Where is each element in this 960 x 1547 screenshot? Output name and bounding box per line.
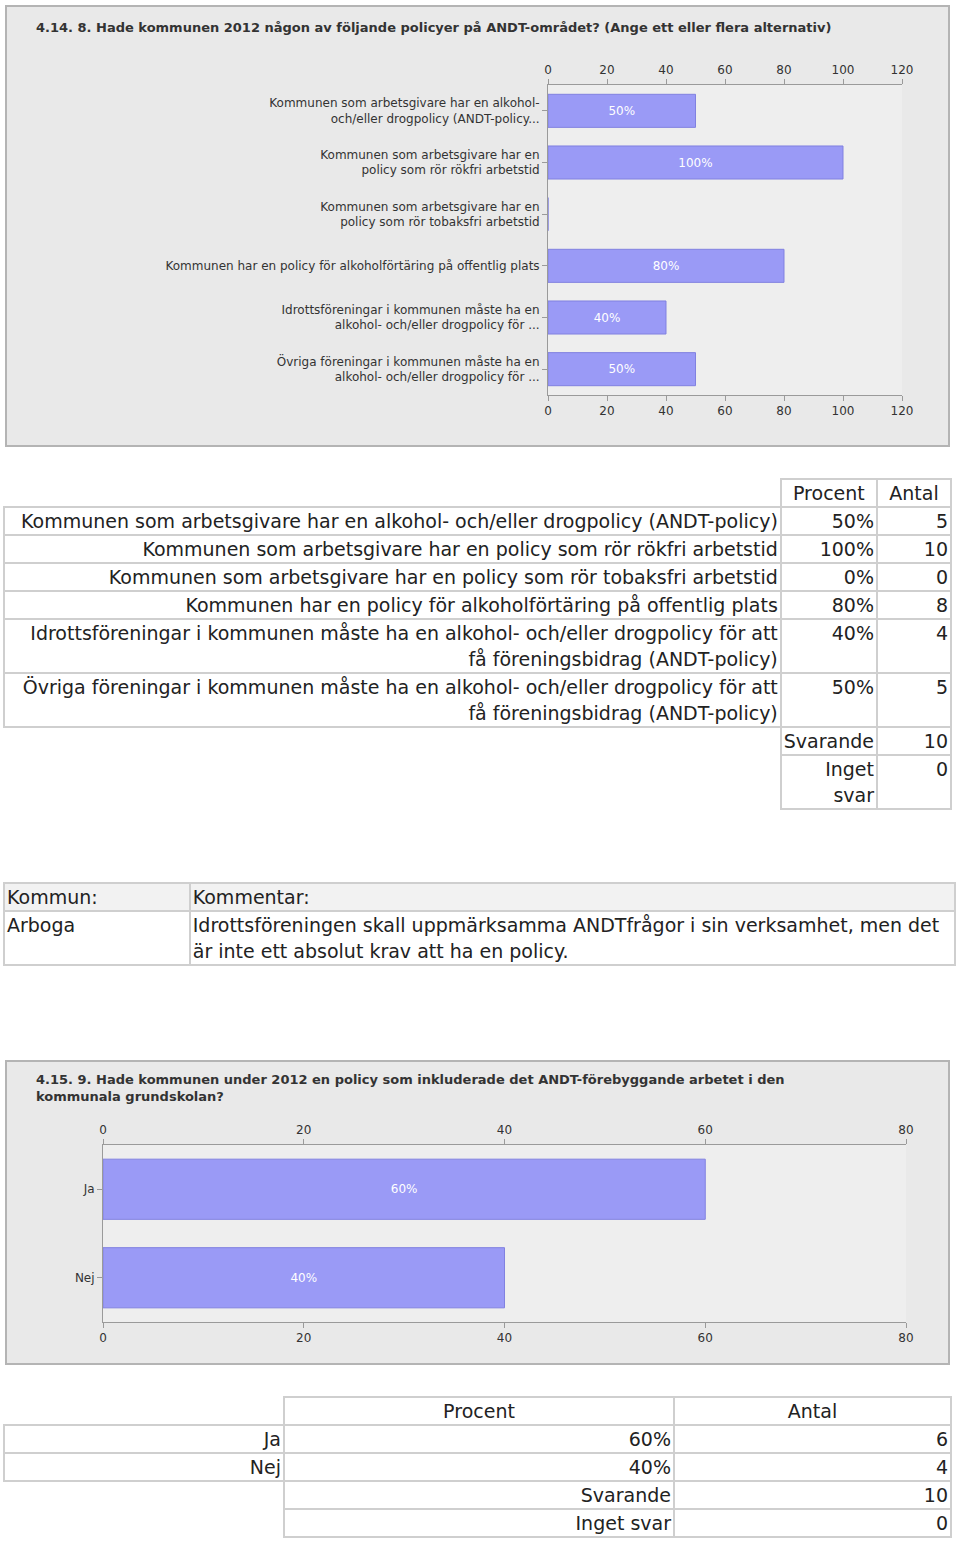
html-text:Inget svar: Inget svar: [825, 758, 874, 806]
svg-text:Ja: Ja: [83, 1182, 95, 1196]
html-text:Svarande: Svarande: [580, 1484, 671, 1506]
svg-text:60: 60: [717, 404, 732, 418]
svg-text:60: 60: [698, 1123, 713, 1137]
html-text:50%: 50%: [831, 676, 874, 698]
html-text:Övriga föreningar i kommunen m: Övriga föreningar i kommunen måste ha en…: [22, 676, 778, 724]
svg-text:50%: 50%: [608, 362, 635, 376]
html-text:50%: 50%: [831, 510, 874, 532]
svg-text:100: 100: [832, 63, 855, 77]
svg-text:80: 80: [776, 404, 791, 418]
svg-text:40: 40: [497, 1331, 512, 1345]
html-text:Arboga: Arboga: [7, 914, 76, 936]
html-text:80%: 80%: [831, 594, 874, 616]
html-text:8: 8: [935, 594, 948, 616]
svg-text:Kommunen har en policy för alk: Kommunen har en policy för alkoholförtär…: [165, 259, 539, 273]
html-text:100%: 100%: [819, 538, 874, 560]
html-text:Kommunen som arbetsgivare har: Kommunen som arbetsgivare har en alkohol…: [21, 510, 778, 532]
svg-text:40%: 40%: [290, 1271, 317, 1285]
svg-text:Kommunen som arbetsgivare har: Kommunen som arbetsgivare har enpolicy s…: [320, 200, 539, 230]
html-text:40%: 40%: [831, 622, 874, 644]
html-text:4: 4: [935, 1456, 948, 1478]
html-text:40%: 40%: [628, 1456, 671, 1478]
svg-text:40: 40: [497, 1123, 512, 1137]
html-text:6: 6: [935, 1428, 948, 1450]
svg-text:20: 20: [599, 404, 614, 418]
html-text:Idrottsföreningar i kommunen m: Idrottsföreningar i kommunen måste ha en…: [30, 622, 778, 670]
svg-text:Kommunen som arbetsgivare har: Kommunen som arbetsgivare har en alkohol…: [269, 96, 539, 126]
html-text:60%: 60%: [628, 1428, 671, 1450]
svg-text:120: 120: [891, 404, 914, 418]
html-text:10: 10: [923, 1484, 948, 1506]
svg-text:60: 60: [717, 63, 732, 77]
html-text:4.15. 9. Hade kommunen under 2: 4.15. 9. Hade kommunen under 2012 en pol…: [36, 1072, 785, 1104]
html-text:4.14. 8. Hade kommunen 2012 nå: 4.14. 8. Hade kommunen 2012 någon av föl…: [36, 20, 832, 35]
html-text:Kommentar:: Kommentar:: [192, 886, 310, 908]
html-text:Procent: Procent: [793, 482, 865, 504]
html-text:Procent: Procent: [443, 1400, 515, 1422]
html-text:4: 4: [935, 622, 948, 644]
svg-text:20: 20: [599, 63, 614, 77]
svg-text:120: 120: [891, 63, 914, 77]
html-text:Inget svar: Inget svar: [575, 1512, 671, 1534]
svg-text:Idrottsföreningar i kommunen m: Idrottsföreningar i kommunen måste ha en…: [282, 303, 540, 333]
html-text:Kommunen som arbetsgivare har: Kommunen som arbetsgivare har en policy …: [142, 538, 778, 560]
html-text:Svarande: Svarande: [783, 730, 874, 752]
html-text:Antal: Antal: [787, 1400, 838, 1422]
svg-text:Övriga föreningar i kommunen m: Övriga föreningar i kommunen måste ha en…: [277, 353, 540, 385]
svg-text:80%: 80%: [653, 259, 680, 273]
svg-text:0: 0: [99, 1331, 107, 1345]
svg-text:80: 80: [898, 1331, 913, 1345]
svg-text:100%: 100%: [678, 156, 712, 170]
svg-text:80: 80: [898, 1123, 913, 1137]
html-text:Antal: Antal: [889, 482, 939, 504]
svg-text:40: 40: [658, 404, 673, 418]
html-text:10: 10: [923, 730, 948, 752]
svg-text:80: 80: [776, 63, 791, 77]
svg-text:60: 60: [698, 1331, 713, 1345]
svg-text:100: 100: [832, 404, 855, 418]
svg-text:40%: 40%: [594, 311, 621, 325]
html-text:0: 0: [935, 1512, 948, 1534]
svg-text:Kommunen som arbetsgivare har: Kommunen som arbetsgivare har enpolicy s…: [320, 148, 539, 178]
svg-text:40: 40: [658, 63, 673, 77]
html-text:Ja: Ja: [263, 1428, 281, 1450]
html-text:Nej: Nej: [249, 1456, 281, 1478]
svg-text:0: 0: [544, 63, 552, 77]
html-text:0: 0: [935, 758, 948, 780]
html-text:10: 10: [923, 538, 948, 560]
svg-text:20: 20: [296, 1123, 311, 1137]
svg-text:0: 0: [544, 404, 552, 418]
html-text:Idrottsföreningen skall uppmär: Idrottsföreningen skall uppmärksamma AND…: [192, 914, 940, 962]
svg-text:20: 20: [296, 1331, 311, 1345]
svg-text:Nej: Nej: [75, 1271, 95, 1285]
html-text:0%: 0%: [843, 566, 874, 588]
html-text:5: 5: [935, 510, 948, 532]
svg-text:50%: 50%: [608, 104, 635, 118]
svg-text:60%: 60%: [391, 1182, 418, 1196]
html-text:Kommunen har en policy för alk: Kommunen har en policy för alkoholförtär…: [185, 594, 778, 616]
svg-text:0: 0: [99, 1123, 107, 1137]
html-text:0: 0: [935, 566, 948, 588]
html-text:5: 5: [935, 676, 948, 698]
html-text:Kommun:: Kommun:: [7, 886, 98, 908]
html-text:Kommunen som arbetsgivare har: Kommunen som arbetsgivare har en policy …: [108, 566, 778, 588]
